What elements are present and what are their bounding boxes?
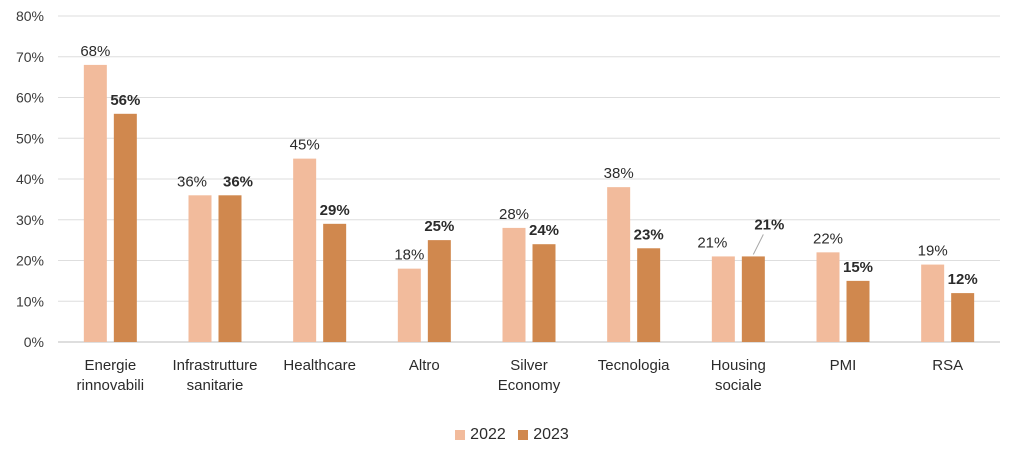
bar-2022 [293,158,317,342]
x-category-label: Infrastrutture [172,357,257,374]
data-label-2022: 36% [177,173,207,190]
data-label-2022: 38% [604,165,634,182]
bar-2023 [113,113,137,342]
y-tick-label: 30% [16,212,44,228]
legend-item-2023: 2023 [518,426,569,444]
bar-2023 [846,280,870,342]
y-tick-label: 70% [16,49,44,65]
data-label-2023: 29% [320,202,350,219]
x-category-label: sociale [715,377,762,394]
y-tick-label: 0% [24,334,44,350]
bar-2023 [637,248,661,342]
bar-2023 [532,244,556,342]
x-category-label: RSA [932,357,963,374]
y-tick-label: 20% [16,253,44,269]
x-category-label: Altro [409,357,440,374]
bar-2023 [323,223,347,342]
bar-2022 [607,187,631,342]
x-category-label: sanitarie [187,377,244,394]
x-category-label: Economy [498,377,561,394]
legend-swatch-2023 [518,430,529,440]
y-tick-label: 60% [16,90,44,106]
y-tick-label: 10% [16,293,44,309]
data-label-2023: 23% [634,226,664,243]
data-label-2022: 19% [918,243,948,260]
legend: 2022 2023 [0,426,1024,445]
data-label-2023: 56% [110,92,140,109]
data-label-2022: 22% [813,230,843,247]
bar-2022 [816,252,840,342]
bar-2022 [502,227,526,342]
legend-item-2022: 2022 [455,426,506,444]
y-tick-label: 50% [16,130,44,146]
data-label-2023: 15% [843,259,873,276]
bar-2023 [951,293,975,342]
data-label-2023: 25% [424,218,454,235]
bar-chart: 0% 10% 20% 30% 40% 50% 60% 70% 80% 68% 56% Energie r… [16,8,1000,394]
data-label-2022: 28% [499,206,529,223]
y-tick-label: 80% [16,8,44,24]
bar-2022 [921,264,945,342]
y-tick-label: 40% [16,171,44,187]
bar-2023 [218,195,242,342]
x-category-label: rinnovabili [77,377,145,394]
x-category-label: Housing [711,357,766,374]
bar-2022 [397,268,421,342]
data-label-2023: 12% [948,271,978,288]
bar-2022 [188,195,212,342]
x-category-label: Energie [84,357,136,374]
x-category-label: Tecnologia [598,357,670,374]
bar-2022 [83,64,107,343]
data-label-2022: 45% [290,137,320,154]
legend-swatch-2022 [455,430,466,440]
data-label-2023: 21% [754,216,784,233]
data-label-2023: 24% [529,222,559,239]
legend-label-2022: 2022 [470,426,506,443]
data-label-2022: 18% [394,247,424,264]
legend-label-2023: 2023 [533,426,569,443]
data-label-2023: 36% [223,173,253,190]
x-category-label: PMI [830,357,857,374]
data-label-leader [752,234,764,255]
bar-2023 [741,256,765,342]
bar-2022 [711,256,735,342]
bar-2023 [427,240,451,342]
data-label-2022: 68% [80,43,110,60]
x-category-label: Healthcare [283,357,356,374]
data-label-2022: 21% [697,234,727,251]
x-category-label: Silver [510,357,548,374]
